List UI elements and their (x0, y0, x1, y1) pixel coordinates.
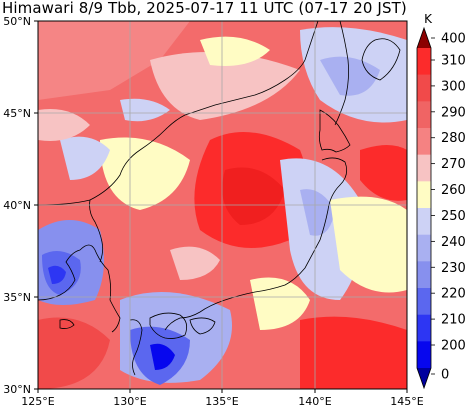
axis-ticks (34, 20, 408, 393)
lat-tick-label: 45°N (3, 107, 31, 120)
colorbar-tick-label: 210 (441, 313, 466, 328)
colorbar-segments (417, 48, 431, 369)
lat-tick-label: 35°N (3, 291, 31, 304)
colorbar-tick-label: 300 (441, 79, 466, 94)
colorbar-under-arrow (417, 368, 431, 388)
lon-tick-label: 125°E (21, 395, 54, 408)
colorbar-segment (417, 154, 431, 182)
colorbar-segment (417, 234, 431, 262)
colorbar-segment (417, 48, 431, 75)
lat-tick-label: 50°N (3, 15, 31, 28)
colorbar-tick-label: 0 (441, 368, 449, 383)
colorbar-segment (417, 101, 431, 129)
colorbar-unit: K (424, 12, 433, 26)
colorbar-tick-label: 270 (441, 157, 466, 172)
colorbar-segment (417, 288, 431, 315)
colorbar-tick-label: 220 (441, 287, 466, 302)
colorbar-segment (417, 128, 431, 155)
colorbar-tick-label: 310 (441, 54, 466, 69)
colorbar-tick-label: 240 (441, 235, 466, 250)
colorbar-outline (416, 26, 432, 390)
colorbar-tick-label: 250 (441, 209, 466, 224)
colorbar-tick-label: 200 (441, 339, 466, 354)
lon-tick-label: 130°E (113, 395, 146, 408)
colorbar-segment (417, 341, 431, 369)
colorbar-tick-label: 290 (441, 105, 466, 120)
colorbar: K 400 310 300 290 280 270 260 250 240 230 220 210 20… (416, 12, 466, 390)
colorbar-tick-label: 260 (441, 183, 466, 198)
colorbar-over-arrow (417, 28, 431, 48)
colorbar-tick-label: 280 (441, 131, 466, 146)
colorbar-tick-label: 400 (441, 32, 466, 47)
lon-tick-labels: 125°E 130°E 135°E 140°E 145°E (21, 395, 423, 408)
coastlines (38, 21, 401, 376)
colorbar-segment (417, 261, 431, 289)
colorbar-segment (417, 208, 431, 235)
graticule (38, 21, 407, 389)
lon-tick-label: 135°E (205, 395, 238, 408)
lon-tick-label: 140°E (298, 395, 331, 408)
colorbar-tick-labels: 400 310 300 290 280 270 260 250 240 230 220 210 200 0 (431, 32, 466, 383)
colorbar-segment (417, 74, 431, 102)
lat-tick-label: 30°N (3, 383, 31, 396)
lat-tick-labels: 50°N 45°N 40°N 35°N 30°N (3, 15, 31, 396)
colorbar-tick-label: 230 (441, 261, 466, 276)
colorbar-segment (417, 314, 431, 342)
lat-tick-label: 40°N (3, 199, 31, 212)
lon-tick-label: 145°E (390, 395, 423, 408)
map-title: Himawari 8/9 Tbb, 2025-07-17 11 UTC (07-… (2, 0, 407, 17)
colorbar-segment (417, 181, 431, 209)
